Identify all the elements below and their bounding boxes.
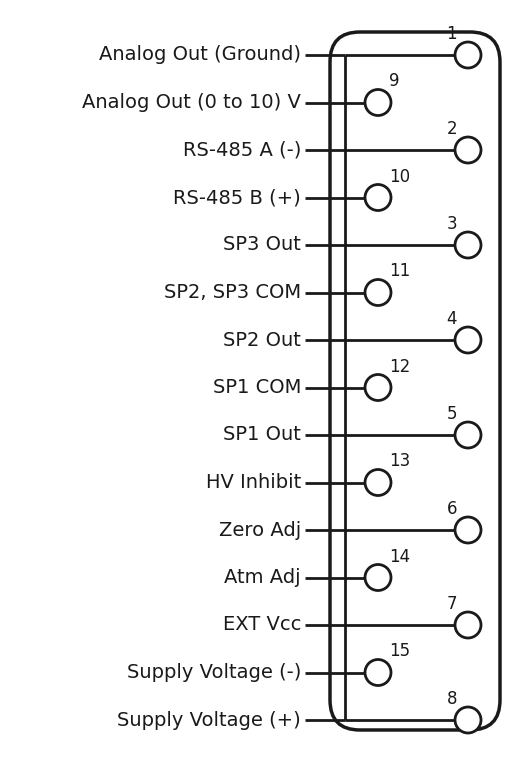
Text: SP2, SP3 COM: SP2, SP3 COM [164, 283, 301, 302]
Circle shape [455, 327, 481, 353]
Text: 13: 13 [389, 453, 410, 471]
Text: Analog Out (Ground): Analog Out (Ground) [99, 45, 301, 64]
Text: RS-485 B (+): RS-485 B (+) [173, 188, 301, 207]
Text: Zero Adj: Zero Adj [219, 521, 301, 540]
FancyBboxPatch shape [330, 32, 500, 730]
Circle shape [455, 137, 481, 163]
Circle shape [455, 232, 481, 258]
Text: Supply Voltage (+): Supply Voltage (+) [117, 710, 301, 729]
Text: 7: 7 [446, 595, 457, 613]
Text: 4: 4 [446, 310, 457, 328]
Text: 10: 10 [389, 168, 410, 186]
Circle shape [365, 89, 391, 115]
Text: Analog Out (0 to 10) V: Analog Out (0 to 10) V [82, 93, 301, 112]
Circle shape [455, 707, 481, 733]
Text: SP1 COM: SP1 COM [213, 378, 301, 397]
Text: Atm Adj: Atm Adj [224, 568, 301, 587]
Text: Supply Voltage (-): Supply Voltage (-) [126, 663, 301, 682]
Circle shape [455, 517, 481, 543]
Text: SP2 Out: SP2 Out [223, 330, 301, 349]
Text: 15: 15 [389, 643, 410, 660]
Text: SP3 Out: SP3 Out [223, 236, 301, 255]
Text: 14: 14 [389, 547, 410, 565]
Text: 9: 9 [389, 73, 399, 90]
Text: 5: 5 [446, 405, 457, 423]
Circle shape [365, 280, 391, 305]
Circle shape [455, 612, 481, 638]
Circle shape [365, 469, 391, 496]
Text: 8: 8 [446, 690, 457, 708]
Circle shape [365, 565, 391, 590]
Text: 6: 6 [446, 500, 457, 518]
Circle shape [365, 659, 391, 685]
Text: SP1 Out: SP1 Out [223, 425, 301, 444]
Text: 2: 2 [446, 120, 457, 138]
Circle shape [455, 422, 481, 448]
Text: 3: 3 [446, 215, 457, 233]
Text: HV Inhibit: HV Inhibit [206, 473, 301, 492]
Text: RS-485 A (-): RS-485 A (-) [183, 140, 301, 159]
Text: EXT Vcc: EXT Vcc [222, 615, 301, 634]
Text: 11: 11 [389, 262, 410, 280]
Circle shape [365, 374, 391, 400]
Circle shape [455, 42, 481, 68]
Text: 12: 12 [389, 358, 410, 375]
Text: 1: 1 [446, 25, 457, 43]
Circle shape [365, 184, 391, 211]
